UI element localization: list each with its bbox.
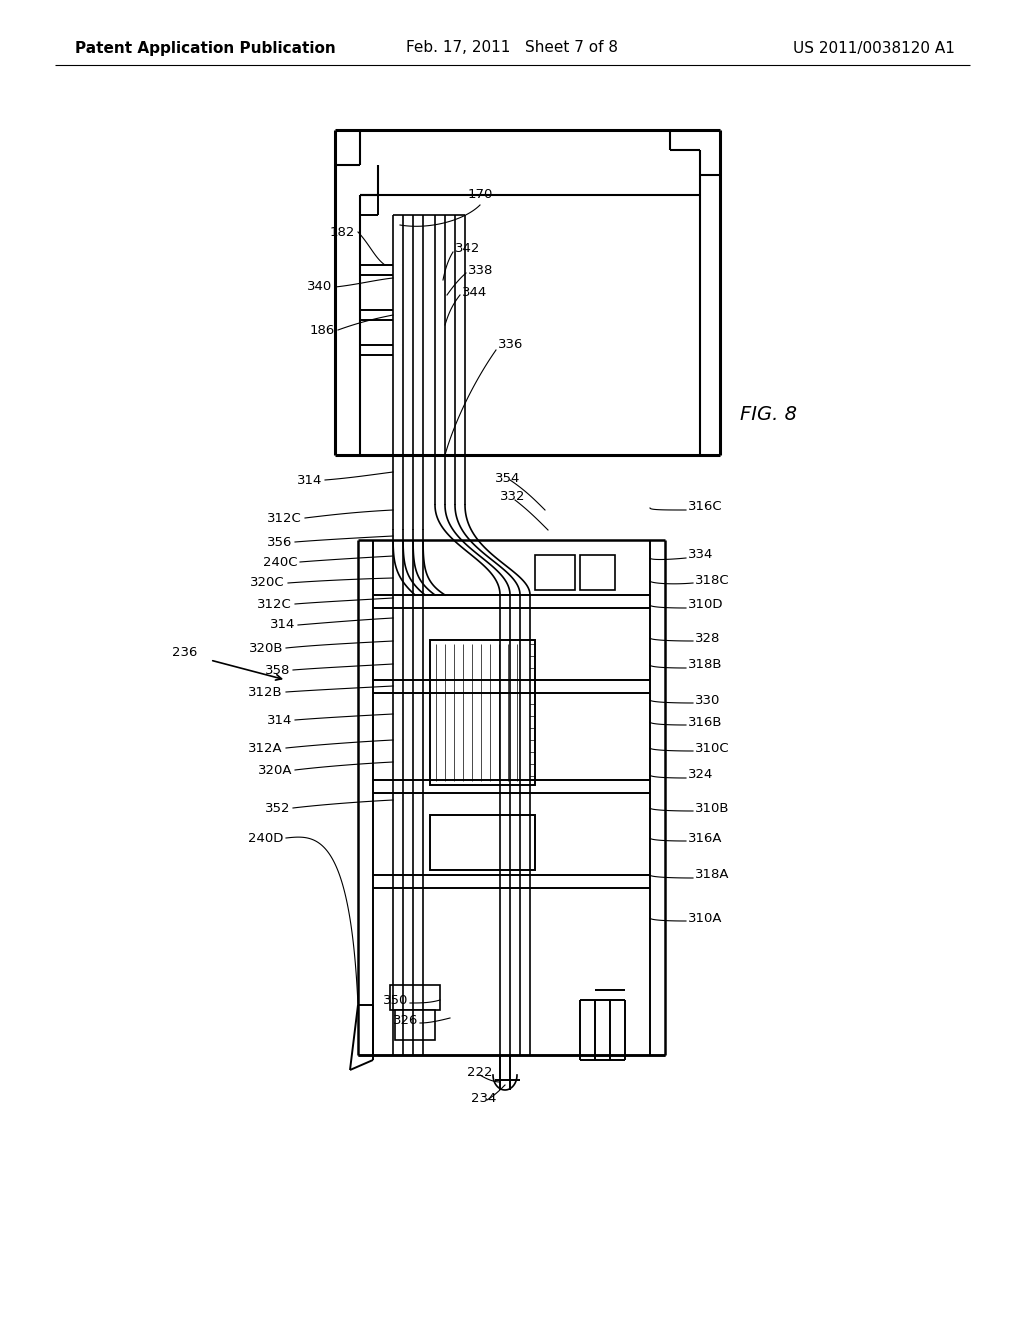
Text: 320C: 320C <box>251 577 285 590</box>
Text: 354: 354 <box>495 471 520 484</box>
Text: 324: 324 <box>688 768 714 781</box>
Bar <box>430 814 535 870</box>
Text: Feb. 17, 2011   Sheet 7 of 8: Feb. 17, 2011 Sheet 7 of 8 <box>406 41 618 55</box>
Bar <box>395 1010 435 1040</box>
Text: 316A: 316A <box>688 832 723 845</box>
Text: 312C: 312C <box>257 598 292 610</box>
Text: 318C: 318C <box>695 573 730 586</box>
Text: 352: 352 <box>264 801 290 814</box>
Text: 340: 340 <box>307 281 332 293</box>
Text: 318B: 318B <box>688 659 723 672</box>
Text: 314: 314 <box>269 619 295 631</box>
Text: 350: 350 <box>383 994 408 1006</box>
Text: 332: 332 <box>500 491 525 503</box>
Bar <box>535 554 575 590</box>
Text: 314: 314 <box>297 474 322 487</box>
Text: 318A: 318A <box>695 869 729 882</box>
Text: 312A: 312A <box>249 742 283 755</box>
Text: 338: 338 <box>468 264 494 276</box>
Text: 344: 344 <box>462 285 487 298</box>
Text: 356: 356 <box>266 536 292 549</box>
Text: 234: 234 <box>471 1092 497 1105</box>
Text: 312C: 312C <box>267 511 302 524</box>
Text: 312B: 312B <box>249 685 283 698</box>
Text: 326: 326 <box>392 1014 418 1027</box>
Text: 320B: 320B <box>249 642 283 655</box>
Text: 170: 170 <box>467 189 493 202</box>
Text: 310C: 310C <box>695 742 730 755</box>
Text: 316B: 316B <box>688 715 723 729</box>
Text: 314: 314 <box>266 714 292 726</box>
Text: 310A: 310A <box>688 912 723 924</box>
Bar <box>580 554 615 590</box>
Text: 240D: 240D <box>248 832 283 845</box>
Text: 240C: 240C <box>262 556 297 569</box>
Text: 236: 236 <box>172 647 198 660</box>
Text: 186: 186 <box>309 323 335 337</box>
Text: 316C: 316C <box>688 500 723 513</box>
Text: 310D: 310D <box>688 598 724 611</box>
Text: 336: 336 <box>498 338 523 351</box>
Text: 310B: 310B <box>695 801 729 814</box>
Text: US 2011/0038120 A1: US 2011/0038120 A1 <box>794 41 955 55</box>
Text: 334: 334 <box>688 549 714 561</box>
Text: 320A: 320A <box>257 763 292 776</box>
Text: 330: 330 <box>695 693 720 706</box>
Text: Patent Application Publication: Patent Application Publication <box>75 41 336 55</box>
Text: 342: 342 <box>455 242 480 255</box>
Text: 222: 222 <box>467 1065 493 1078</box>
Bar <box>390 985 440 1010</box>
Text: 328: 328 <box>695 631 720 644</box>
Text: FIG. 8: FIG. 8 <box>740 405 797 425</box>
Text: 358: 358 <box>264 664 290 676</box>
Bar <box>430 640 535 785</box>
Text: 182: 182 <box>330 226 355 239</box>
